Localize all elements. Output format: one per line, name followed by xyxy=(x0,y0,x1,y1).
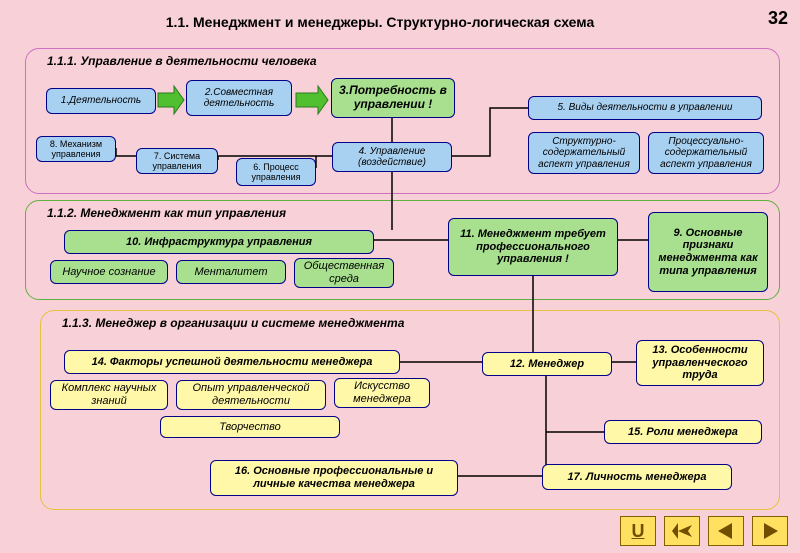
page-title: 1.1. Менеджмент и менеджеры. Структурно-… xyxy=(120,14,640,30)
node-b7: 7. Система управления xyxy=(136,148,218,174)
node-b12: 12. Менеджер xyxy=(482,352,612,376)
node-b14b: Опыт управленческой деятельности xyxy=(176,380,326,410)
node-b10a: Научное сознание xyxy=(50,260,168,284)
node-b6: 6. Процесс управления xyxy=(236,158,316,186)
node-b14a: Комплекс научных знаний xyxy=(50,380,168,410)
node-b2: 2.Совместная деятельность xyxy=(186,80,292,116)
nav-home-button[interactable]: U xyxy=(620,516,656,546)
node-b10b: Менталитет xyxy=(176,260,286,284)
nav-back-button[interactable] xyxy=(708,516,744,546)
node-b13: 13. Особенности управленческого труда xyxy=(636,340,764,386)
section-label-s3: 1.1.3. Менеджер в организации и системе … xyxy=(62,316,404,330)
node-b10c: Общественная среда xyxy=(294,258,394,288)
node-b17: 17. Личность менеджера xyxy=(542,464,732,490)
node-b11: 11. Менеджмент требует профессионального… xyxy=(448,218,618,276)
node-b5b: Процессуально-содержательный аспект упра… xyxy=(648,132,764,174)
node-b8: 8. Механизм управления xyxy=(36,136,116,162)
section-label-s1: 1.1.1. Управление в деятельности человек… xyxy=(47,54,317,68)
node-b16: 16. Основные профессиональные и личные к… xyxy=(210,460,458,496)
node-b14c: Искусство менеджера xyxy=(334,378,430,408)
nav-prev-button[interactable] xyxy=(664,516,700,546)
u-icon: U xyxy=(632,521,645,542)
node-b10: 10. Инфраструктура управления xyxy=(64,230,374,254)
node-b14d: Творчество xyxy=(160,416,340,438)
section-label-s2: 1.1.2. Менеджмент как тип управления xyxy=(47,206,286,220)
triangle-right-icon xyxy=(762,523,778,539)
nav-next-button[interactable] xyxy=(752,516,788,546)
triangle-left-icon xyxy=(718,523,734,539)
node-b4: 4. Управление (воздействие) xyxy=(332,142,452,172)
node-b5a: Структурно-содержательный аспект управле… xyxy=(528,132,640,174)
node-b1: 1.Деятельность xyxy=(46,88,156,114)
page-number: 32 xyxy=(768,8,788,29)
node-b3: 3.Потребность в управлении ! xyxy=(331,78,455,118)
node-b5: 5. Виды деятельности в управлении xyxy=(528,96,762,120)
node-b15: 15. Роли менеджера xyxy=(604,420,762,444)
node-b9: 9. Основные признаки менеджмента как тип… xyxy=(648,212,768,292)
node-b14: 14. Факторы успешной деятельности менедж… xyxy=(64,350,400,374)
arrow-left-icon xyxy=(672,523,692,539)
